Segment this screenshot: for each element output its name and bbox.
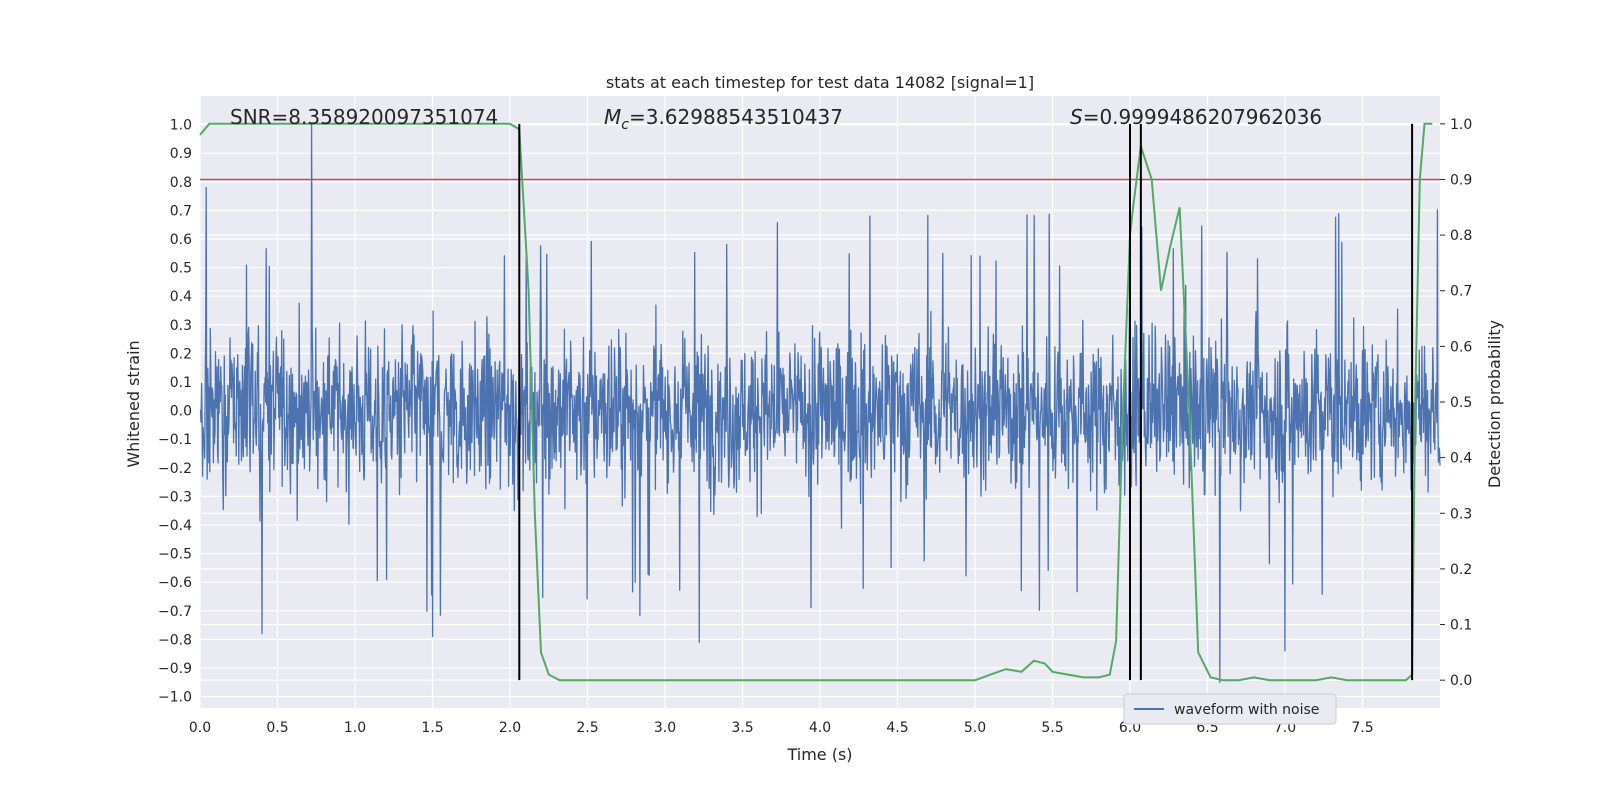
y2-tick-label: 0.6 bbox=[1450, 339, 1472, 355]
y2-axis-label: Detection probability bbox=[1485, 320, 1504, 488]
y-tick-label: −0.3 bbox=[158, 489, 192, 505]
y-tick-label: −1.0 bbox=[158, 690, 192, 706]
x-tick-label: 2.5 bbox=[576, 720, 598, 736]
y2-axis-ticks: 1.0 0.9 0.8 0.7 0.6 0.5 0.4 0.3 0.2 0.1 0.0 bbox=[1440, 117, 1472, 689]
y-tick-label: −0.5 bbox=[158, 547, 192, 563]
probability-line bbox=[199, 122, 1433, 682]
x-tick-label: 4.5 bbox=[886, 720, 908, 736]
vertical-markers bbox=[518, 123, 1414, 681]
legend: waveform with noise bbox=[1123, 693, 1337, 725]
y-tick-label: 0.0 bbox=[170, 404, 192, 420]
chirp-mass-subscript: c bbox=[621, 117, 629, 133]
chart-title: stats at each timestep for test data 140… bbox=[606, 73, 1034, 92]
x-tick-label: 3.0 bbox=[654, 720, 676, 736]
y-tick-label: −0.9 bbox=[158, 661, 192, 677]
y-axis-label: Whitened strain bbox=[124, 340, 143, 467]
chirp-mass-annotation: Mc=3.62988543510437 bbox=[604, 105, 843, 133]
y-tick-label: −0.8 bbox=[158, 632, 192, 648]
y2-tick-label: 1.0 bbox=[1450, 117, 1472, 133]
x-tick-label: 3.5 bbox=[731, 720, 753, 736]
y-tick-label: −0.6 bbox=[158, 575, 192, 591]
x-tick-label: 0.0 bbox=[189, 720, 211, 736]
y-tick-label: 0.3 bbox=[170, 318, 192, 334]
y-tick-label: 0.7 bbox=[170, 203, 192, 219]
detection-statistic-annotation: S=0.9999486207962036 bbox=[1070, 105, 1322, 129]
legend-label: waveform with noise bbox=[1174, 702, 1319, 718]
x-tick-label: 1.0 bbox=[344, 720, 366, 736]
detection-statistic-symbol: S bbox=[1070, 105, 1083, 129]
x-axis-ticks: 0.0 0.5 1.0 1.5 2.0 2.5 3.0 3.5 4.0 4.5 5.0 5.5 6.0 6… bbox=[189, 720, 1374, 736]
waveform-series bbox=[199, 123, 1441, 683]
y2-tick-label: 0.7 bbox=[1450, 284, 1472, 300]
y2-tick-label: 0.1 bbox=[1450, 618, 1472, 634]
y2-tick-label: 0.2 bbox=[1450, 562, 1472, 578]
snr-annotation: SNR=8.358920097351074 bbox=[230, 105, 498, 129]
y-tick-label: −0.1 bbox=[158, 432, 192, 448]
x-tick-label: 5.0 bbox=[964, 720, 986, 736]
probability-series bbox=[199, 122, 1433, 682]
y2-tick-label: 0.8 bbox=[1450, 228, 1472, 244]
y-tick-label: −0.7 bbox=[158, 604, 192, 620]
y-tick-label: 0.2 bbox=[170, 346, 192, 362]
y-tick-label: 0.8 bbox=[170, 175, 192, 191]
y-tick-label: 0.4 bbox=[170, 289, 192, 305]
y-tick-label: 0.1 bbox=[170, 375, 192, 391]
x-tick-label: 7.5 bbox=[1351, 720, 1373, 736]
y2-tick-label: 0.9 bbox=[1450, 172, 1472, 188]
x-tick-label: 2.0 bbox=[499, 720, 521, 736]
detection-statistic-value: =0.9999486207962036 bbox=[1083, 105, 1322, 129]
y2-tick-label: 0.4 bbox=[1450, 451, 1472, 467]
y2-tick-label: 0.0 bbox=[1450, 673, 1472, 689]
y-axis-ticks: 1.0 0.9 0.8 0.7 0.6 0.5 0.4 0.3 0.2 0.1 0.0 −0.1 −0.… bbox=[158, 118, 192, 706]
y-tick-label: 1.0 bbox=[170, 118, 192, 134]
chirp-mass-symbol: M bbox=[604, 105, 621, 129]
chirp-mass-value: =3.62988543510437 bbox=[629, 105, 843, 129]
x-tick-label: 1.5 bbox=[421, 720, 443, 736]
legend-box bbox=[1123, 693, 1337, 725]
y2-tick-label: 0.3 bbox=[1450, 506, 1472, 522]
y-tick-label: 0.5 bbox=[170, 261, 192, 277]
waveform-line bbox=[199, 123, 1441, 683]
x-tick-label: 4.0 bbox=[809, 720, 831, 736]
y-tick-label: −0.4 bbox=[158, 518, 192, 534]
x-axis-label: Time (s) bbox=[786, 745, 852, 764]
y2-tick-label: 0.5 bbox=[1450, 395, 1472, 411]
x-tick-label: 5.5 bbox=[1041, 720, 1063, 736]
y-tick-label: 0.6 bbox=[170, 232, 192, 248]
y-tick-label: 0.9 bbox=[170, 146, 192, 162]
y-tick-label: −0.2 bbox=[158, 461, 192, 477]
x-tick-label: 0.5 bbox=[266, 720, 288, 736]
